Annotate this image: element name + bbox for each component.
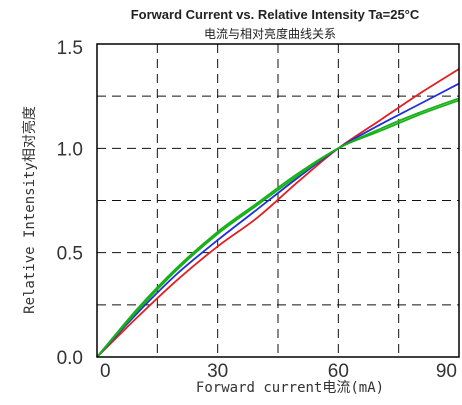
series-line-3 xyxy=(96,97,460,358)
tick-labels: 0 30 60 90 0.0 0.5 1.0 1.5 xyxy=(57,38,457,382)
x-tick-label: 0 xyxy=(100,361,111,382)
y-tick-label: 0.5 xyxy=(57,244,83,265)
grid xyxy=(97,44,459,357)
x-tick-label: 30 xyxy=(207,361,228,382)
x-axis-label: Forward current电流(mA) xyxy=(196,380,384,396)
series-group xyxy=(96,68,460,358)
y-tick-label: 1.0 xyxy=(57,139,83,160)
series-line-2 xyxy=(96,82,460,358)
y-tick-label: 1.5 xyxy=(57,38,83,59)
y-tick-label: 0.0 xyxy=(57,348,83,369)
y-axis-label: Relative Intensity相对亮度 xyxy=(21,106,38,314)
chart-title: Forward Current vs. Relative Intensity T… xyxy=(131,7,420,22)
series-line-1 xyxy=(96,68,460,358)
chart-subtitle: 电流与相对亮度曲线关系 xyxy=(204,26,336,41)
series-line-4 xyxy=(96,99,460,358)
plot-area-frame xyxy=(96,43,460,358)
x-tick-label: 60 xyxy=(328,361,349,382)
x-tick-label: 90 xyxy=(436,361,457,382)
